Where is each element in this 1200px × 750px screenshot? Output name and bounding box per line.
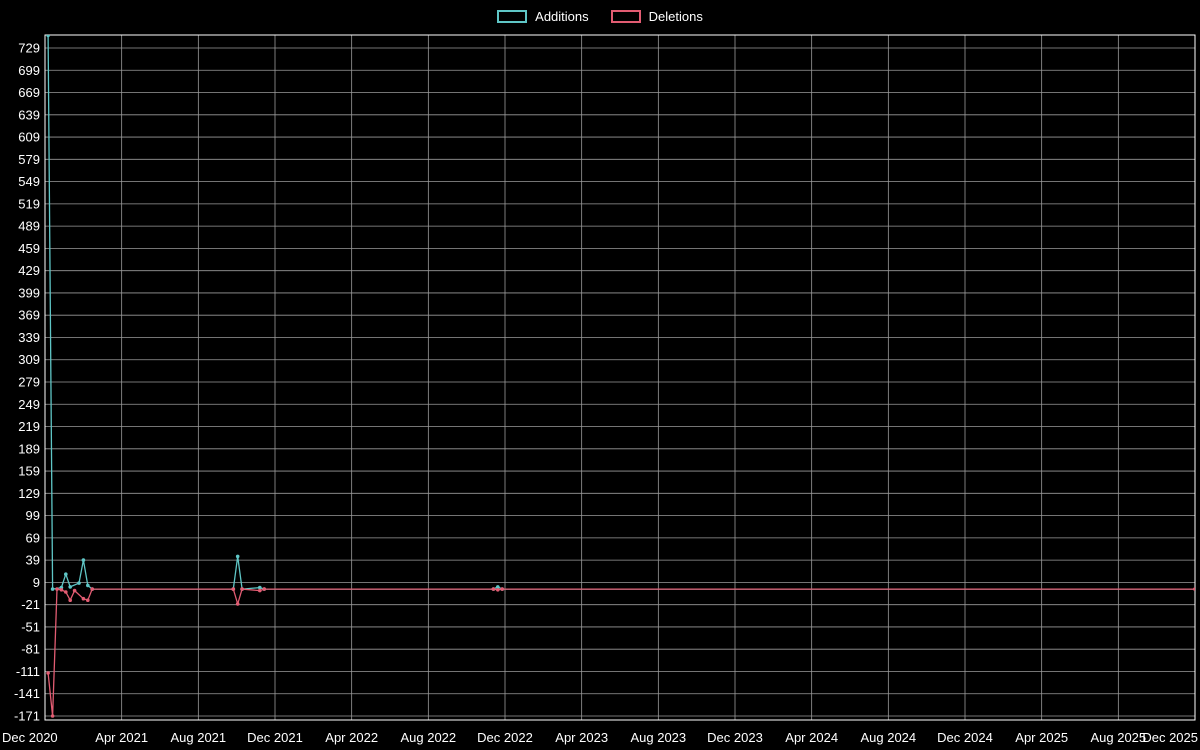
deletions-point-marker	[1193, 587, 1195, 591]
y-tick-label: 9	[33, 575, 40, 590]
y-tick-label: 429	[18, 263, 40, 278]
deletions-point-marker	[59, 588, 64, 592]
x-tick-label: Apr 2025	[1015, 730, 1068, 745]
deletions-point-marker	[64, 590, 68, 594]
x-tick-label: Apr 2023	[555, 730, 608, 745]
deletions-point-marker	[55, 587, 59, 591]
deletions-point-marker	[72, 588, 77, 593]
deletions-legend-label: Deletions	[648, 9, 703, 24]
additions-point-marker	[258, 585, 262, 590]
deletions-point-marker	[90, 587, 94, 591]
x-tick-label: Aug 2021	[170, 730, 226, 745]
x-tick-label: Aug 2025	[1090, 730, 1146, 745]
x-tick-label: Aug 2023	[630, 730, 686, 745]
y-tick-label: 369	[18, 308, 40, 323]
x-tick-label: Dec 2021	[247, 730, 303, 745]
deletions-point-marker	[240, 587, 244, 591]
additions-point-marker	[496, 585, 500, 589]
deletions-point-marker	[68, 598, 72, 602]
y-tick-label: 339	[18, 330, 40, 345]
additions-point-marker	[235, 554, 240, 559]
y-tick-label: 639	[18, 107, 40, 122]
y-tick-label: 729	[18, 41, 40, 56]
y-tick-label: 159	[18, 464, 40, 479]
legend-item-additions: Additions	[497, 8, 589, 25]
y-tick-label: 579	[18, 152, 40, 167]
additions-line	[47, 35, 1195, 590]
deletions-point-marker	[500, 587, 505, 591]
additions-point-marker	[77, 581, 81, 585]
y-tick-label: 309	[18, 352, 40, 367]
x-tick-label: Dec 2020	[2, 730, 58, 745]
legend-item-deletions: Deletions	[610, 8, 703, 25]
additions-point-marker	[81, 558, 86, 562]
series-additions	[46, 35, 1195, 591]
y-tick-label: 279	[18, 375, 40, 390]
y-tick-label: 189	[18, 441, 40, 456]
y-tick-label: 249	[18, 397, 40, 412]
x-tick-label: Aug 2024	[860, 730, 916, 745]
deletions-point-marker	[81, 596, 86, 601]
y-tick-label: -111	[16, 664, 40, 679]
series-deletions	[46, 587, 1195, 718]
x-tick-label: Dec 2022	[477, 730, 533, 745]
chart-legend: Additions Deletions	[0, 8, 1200, 25]
x-tick-label: Dec 2023	[707, 730, 763, 745]
y-tick-label: 99	[26, 508, 40, 523]
additions-point-marker	[46, 35, 50, 38]
deletions-point-marker	[491, 587, 496, 591]
y-tick-label: 549	[18, 174, 40, 189]
y-tick-label: 489	[18, 219, 40, 234]
plot-border	[44, 34, 1196, 721]
y-tick-label: 609	[18, 130, 40, 145]
deletions-point-marker	[86, 598, 90, 602]
x-tick-label: Dec 2024	[937, 730, 993, 745]
y-tick-label: -141	[14, 686, 40, 701]
additions-point-marker	[68, 585, 72, 589]
y-tick-label: 39	[26, 553, 40, 568]
deletions-point-marker	[231, 587, 236, 591]
deletions-line	[47, 588, 1195, 717]
y-tick-label: 519	[18, 196, 40, 211]
y-tick-label: -21	[21, 597, 40, 612]
deletions-point-marker	[46, 671, 50, 675]
x-tick-label: Aug 2022	[400, 730, 456, 745]
y-tick-label: 219	[18, 419, 40, 434]
deletions-point-marker	[496, 588, 500, 592]
deletions-point-marker	[258, 588, 262, 593]
additions-point-marker	[64, 572, 68, 576]
y-tick-label: 129	[18, 486, 40, 501]
y-tick-label: 459	[18, 241, 40, 256]
additions-legend-label: Additions	[535, 9, 589, 24]
y-tick-label: -171	[14, 709, 40, 724]
y-tick-label: -81	[21, 642, 40, 657]
y-tick-label: -51	[21, 619, 40, 634]
additions-point-marker	[50, 587, 55, 591]
additions-swatch-icon	[497, 10, 528, 23]
deletions-swatch-icon	[610, 10, 641, 23]
y-tick-label: 69	[26, 530, 40, 545]
y-tick-label: 399	[18, 285, 40, 300]
x-tick-label: Apr 2024	[785, 730, 838, 745]
additions-point-marker	[86, 583, 90, 588]
x-tick-label: Dec 2025	[1142, 730, 1198, 745]
y-tick-label: 669	[18, 85, 40, 100]
deletions-point-marker	[50, 714, 55, 718]
y-tick-label: 699	[18, 63, 40, 78]
deletions-point-marker	[235, 602, 240, 606]
x-tick-label: Apr 2021	[95, 730, 148, 745]
x-tick-label: Apr 2022	[325, 730, 378, 745]
deletions-point-marker	[262, 587, 267, 591]
